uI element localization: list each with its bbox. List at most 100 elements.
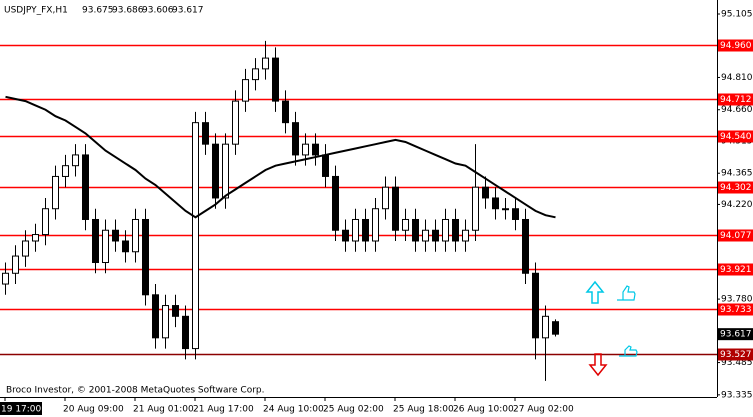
- moving-average: [5, 95, 556, 219]
- candle-body: [122, 240, 129, 253]
- plot: [0, 40, 717, 381]
- last-close: 93.617: [172, 6, 204, 16]
- level-label: 93.921: [720, 265, 752, 275]
- candle-body: [52, 175, 59, 210]
- level-box: [718, 229, 753, 242]
- level-label: 94.712: [720, 95, 752, 105]
- y-tick-label: 93.780: [721, 295, 753, 305]
- level-label: 94.960: [720, 41, 752, 51]
- candle-body: [332, 175, 339, 231]
- candle-body: [292, 122, 299, 156]
- candle-body: [112, 229, 119, 242]
- candle-body: [22, 240, 29, 257]
- x-tick-label: 25 Aug 18:00: [393, 405, 454, 415]
- x-tick-label: 25 Aug 02:00: [323, 405, 384, 415]
- candle-body: [392, 186, 399, 231]
- candle-body: [222, 143, 229, 199]
- last-open: 93.675: [82, 6, 114, 16]
- candle-body: [272, 57, 279, 102]
- candle-body: [452, 218, 459, 242]
- candle-body: [42, 208, 49, 236]
- x-tick-label: 19 17:00: [1, 405, 42, 415]
- candle-body: [462, 229, 469, 242]
- level-label: 93.733: [720, 305, 752, 315]
- x-tick-label: 21 Aug 01:00: [133, 405, 194, 415]
- level-box: [718, 130, 753, 143]
- candle-body: [232, 100, 239, 145]
- candle-body: [62, 165, 69, 177]
- candle-body: [312, 143, 319, 156]
- x-tick-highlight: [0, 402, 42, 415]
- candle-body: [2, 272, 9, 285]
- x-tick-label: 21 Aug 17:00: [193, 405, 254, 415]
- thumb-up: [617, 285, 636, 301]
- candle-body: [352, 218, 359, 242]
- x-tick-label: 26 Aug 10:00: [453, 405, 514, 415]
- signal-icons: [585, 280, 638, 377]
- level-box: [718, 181, 753, 194]
- candle-body: [102, 229, 109, 264]
- up-arrow: [585, 280, 605, 304]
- y-tick-label: 94.810: [721, 73, 753, 83]
- level-box: [718, 348, 753, 361]
- candle-body: [262, 57, 269, 70]
- candle-body: [82, 154, 89, 220]
- candle-body: [12, 255, 19, 274]
- candle-body: [152, 294, 159, 339]
- last-low: 93.606: [142, 6, 174, 16]
- level-box: [718, 39, 753, 52]
- candle-body: [32, 234, 39, 242]
- symbol: USDJPY_FX,H1: [4, 6, 68, 16]
- candle-body: [192, 122, 199, 350]
- candle-body: [302, 143, 309, 156]
- y-tick-label: 93.485: [721, 358, 753, 368]
- candle-body: [412, 218, 419, 242]
- candle-body: [172, 305, 179, 317]
- level-box: [718, 93, 753, 106]
- candle-body: [342, 229, 349, 242]
- candle-body: [522, 218, 529, 274]
- candle-body: [382, 186, 389, 210]
- candle-body: [202, 122, 209, 145]
- candle-body: [492, 197, 499, 210]
- level-label: 94.540: [720, 132, 752, 142]
- level-label: 94.302: [720, 183, 752, 193]
- axis-labels: 95.10594.81094.66094.51594.36594.22093.7…: [0, 9, 753, 415]
- candle-body: [422, 229, 429, 242]
- candle-body: [242, 79, 249, 102]
- thumb: [619, 345, 638, 357]
- candle-body: [442, 218, 449, 242]
- level-label: 94.077: [720, 231, 752, 241]
- x-tick-label: 27 Aug 02:00: [513, 405, 574, 415]
- candle-body: [162, 305, 169, 339]
- current-price-box: [718, 328, 753, 341]
- candle-body: [72, 154, 79, 167]
- last-high: 93.686: [112, 6, 144, 16]
- candle-body: [362, 218, 369, 242]
- y-tick-label: 94.660: [721, 105, 753, 115]
- footer: Broco Investor, © 2001-2008 MetaQuotes S…: [6, 386, 265, 396]
- candle-body: [512, 208, 519, 220]
- y-tick-label: 93.335: [721, 390, 753, 400]
- level-box: [718, 303, 753, 316]
- candle-body: [92, 218, 99, 264]
- candle-body: [282, 100, 289, 124]
- x-tick-label: 20 Aug 09:00: [63, 405, 124, 415]
- current-price-label: 93.617: [720, 330, 752, 340]
- candle-body: [402, 218, 409, 231]
- level-label: 93.527: [720, 350, 752, 360]
- level-box: [718, 263, 753, 276]
- header: USDJPY_FX,H1 93.675 93.686 93.606 93.617: [4, 6, 204, 16]
- candle-body: [182, 315, 189, 350]
- candle-body: [372, 208, 379, 242]
- y-tick-label: 95.105: [721, 9, 753, 19]
- candle-body: [322, 154, 329, 177]
- candle-body: [212, 143, 219, 199]
- down-arrow: [588, 353, 608, 377]
- candle-body: [142, 218, 149, 296]
- candle-body: [432, 229, 439, 242]
- candle-body: [472, 186, 479, 231]
- x-tick-label: 24 Aug 10:00: [263, 405, 324, 415]
- candle-body: [132, 218, 139, 253]
